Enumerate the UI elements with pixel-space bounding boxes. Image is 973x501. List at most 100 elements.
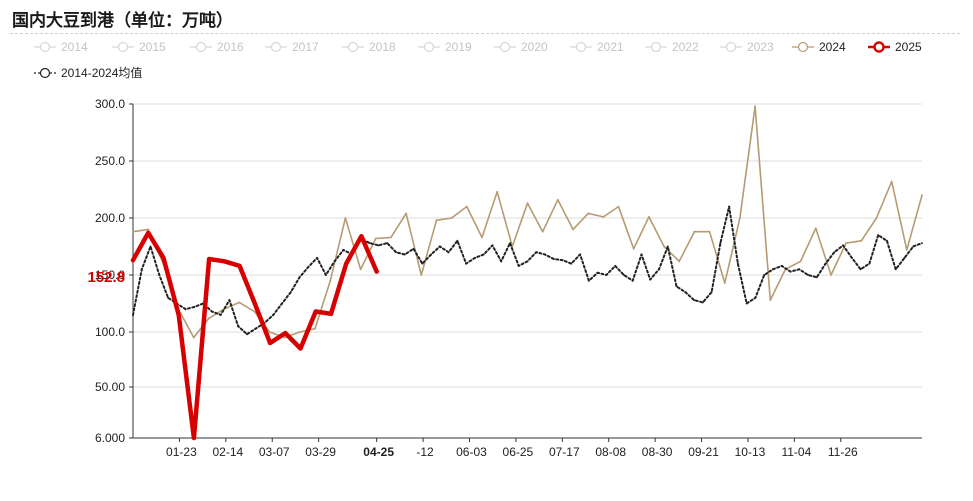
legend-item-2018[interactable]: 2018 [342,40,396,54]
data-point [389,236,392,239]
data-point [281,302,284,305]
x-tick-label-03-29: 03-29 [305,445,336,459]
data-point [684,291,687,294]
legend-marker-icon [423,41,435,53]
data-point [556,198,559,201]
legend-item-2022[interactable]: 2022 [645,40,699,54]
x-tick-label-08-08: 08-08 [595,445,626,459]
x-tick-label--12: -12 [416,445,434,459]
legend-item-2015[interactable]: 2015 [112,40,166,54]
chart-title: 国内大豆到港（单位：万吨） [12,11,233,30]
data-point [701,301,704,304]
data-point [307,266,310,269]
data-point [890,180,893,183]
data-point [587,279,590,282]
y-tick-label: 250.0 [95,154,125,168]
data-point [342,248,345,251]
data-point [192,436,196,440]
data-point [658,268,660,271]
legend-marker-icon [797,41,809,53]
x-tick-label-11-26: 11-26 [828,445,858,459]
legend-item-2023[interactable]: 2023 [720,40,774,54]
data-point [789,270,792,273]
data-point [149,245,152,248]
data-point [403,253,406,256]
legend-item-2019[interactable]: 2019 [418,40,472,54]
legend-item-2017[interactable]: 2017 [265,40,319,54]
legend-marker-icon [873,41,885,53]
data-point [412,247,415,250]
chart-legend[interactable]: 2014 2015 2016 2017 2018 2019 2020 2021 2022 2023… [34,40,922,80]
data-point [877,234,880,237]
data-point [207,257,211,261]
series-line-2025 [130,230,379,441]
data-point [140,268,143,271]
data-point [570,262,573,265]
data-point [465,262,468,265]
data-point [780,264,783,267]
legend-item-2024[interactable]: 2024 [792,40,846,54]
legend-marker-icon [347,41,359,53]
data-point [745,302,748,305]
data-point [842,244,845,247]
data-point [678,260,681,263]
data-point [298,276,301,279]
x-tick-label-07-17: 07-17 [549,445,580,459]
data-point [544,253,547,256]
data-point [622,274,625,276]
series-layer [130,105,923,441]
data-point [649,278,652,281]
data-point [473,256,476,259]
axis-labels: 300.0 250.0 200.0 150.0 100.0 50.00 6.000 01-23… [87,97,858,459]
data-point [666,245,669,248]
data-point [482,253,485,256]
data-point [329,279,332,282]
data-point [228,299,231,302]
legend-item-2025[interactable]: 2025 [868,40,922,54]
data-point [859,268,862,271]
data-point [602,215,605,218]
data-point [905,248,908,251]
data-point [496,190,499,193]
data-point [829,274,832,276]
legend-label: 2021 [597,40,624,54]
legend-item-2021[interactable]: 2021 [570,40,624,54]
data-point [799,260,802,263]
data-point [430,253,433,256]
data-point [329,312,333,316]
data-point [552,258,555,261]
legend-label: 2019 [445,40,472,54]
data-point [450,217,453,219]
data-point [508,242,511,245]
legend-label: 2023 [747,40,774,54]
legend-marker-icon [270,41,282,53]
data-point [736,262,739,265]
y-tick-label: 300.0 [95,97,125,111]
legend-marker-icon [725,41,737,53]
data-point [845,242,848,245]
legend-label: 2024 [819,40,846,54]
data-point [289,291,292,294]
data-point [465,205,468,208]
grid-lines [133,103,922,388]
data-point [771,268,774,271]
legend-item-2016[interactable]: 2016 [190,40,244,54]
data-point [728,205,731,208]
series-2024 [132,105,923,339]
y-tick-label: 100.0 [95,325,125,339]
legend-item-2014-2024均值[interactable]: 2014-2024均值 [34,65,142,80]
data-point [572,228,575,231]
data-point [754,296,757,299]
data-point [238,301,241,304]
legend-marker-icon [39,67,51,79]
data-point [912,245,915,248]
series-line-2014-2024均值 [132,205,923,336]
data-point [207,317,210,320]
legend-item-2020[interactable]: 2020 [494,40,548,54]
data-point [526,260,529,263]
legend-item-2014[interactable]: 2014 [34,40,88,54]
axes [129,103,922,442]
data-point [386,242,389,245]
data-point [596,271,599,274]
data-point [316,256,319,259]
